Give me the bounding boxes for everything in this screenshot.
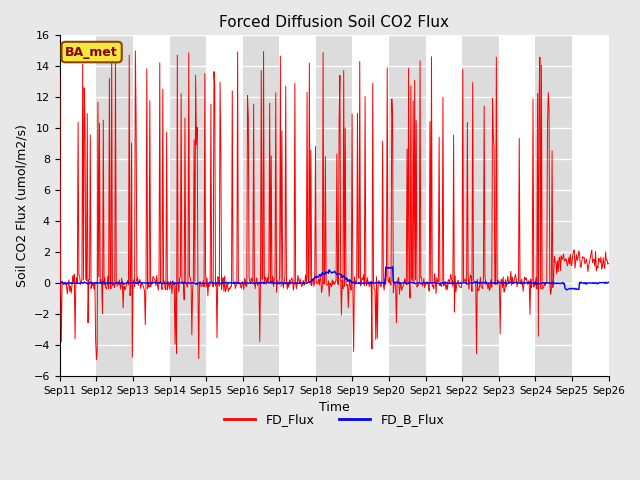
FD_B_Flux: [66, 280, 74, 286]
Text: BA_met: BA_met: [65, 46, 118, 59]
Line: FD_B_Flux: FD_B_Flux: [60, 267, 609, 290]
Bar: [462, 36, 499, 376]
Bar: [536, 36, 572, 376]
Title: Forced Diffusion Soil CO2 Flux: Forced Diffusion Soil CO2 Flux: [219, 15, 449, 30]
FD_B_Flux: [178, 280, 186, 286]
FD_Flux: [605, 261, 612, 266]
Bar: [426, 36, 462, 376]
Line: FD_Flux: FD_Flux: [60, 51, 609, 360]
Bar: [206, 36, 243, 376]
FD_B_Flux: [418, 280, 426, 286]
Bar: [353, 36, 389, 376]
Bar: [133, 36, 170, 376]
FD_B_Flux: [402, 280, 410, 286]
FD_Flux: [209, 280, 216, 286]
Bar: [389, 36, 426, 376]
Bar: [499, 36, 536, 376]
Bar: [243, 36, 279, 376]
FD_B_Flux: [563, 287, 570, 293]
FD_B_Flux: [56, 280, 63, 286]
FD_Flux: [123, 281, 131, 287]
Y-axis label: Soil CO2 Flux (umol/m2/s): Soil CO2 Flux (umol/m2/s): [15, 124, 28, 287]
Bar: [170, 36, 206, 376]
FD_B_Flux: [122, 280, 130, 286]
FD_Flux: [131, 48, 139, 54]
FD_B_Flux: [388, 264, 396, 270]
FD_Flux: [403, 282, 410, 288]
FD_Flux: [66, 288, 74, 294]
FD_Flux: [93, 357, 100, 363]
Legend: FD_Flux, FD_B_Flux: FD_Flux, FD_B_Flux: [219, 408, 449, 431]
Bar: [60, 36, 97, 376]
Bar: [316, 36, 353, 376]
Bar: [572, 36, 609, 376]
FD_B_Flux: [207, 280, 215, 286]
X-axis label: Time: Time: [319, 401, 349, 414]
FD_Flux: [56, 72, 63, 78]
Bar: [97, 36, 133, 376]
FD_Flux: [180, 280, 188, 286]
FD_B_Flux: [605, 279, 612, 285]
FD_Flux: [419, 283, 426, 289]
Bar: [279, 36, 316, 376]
